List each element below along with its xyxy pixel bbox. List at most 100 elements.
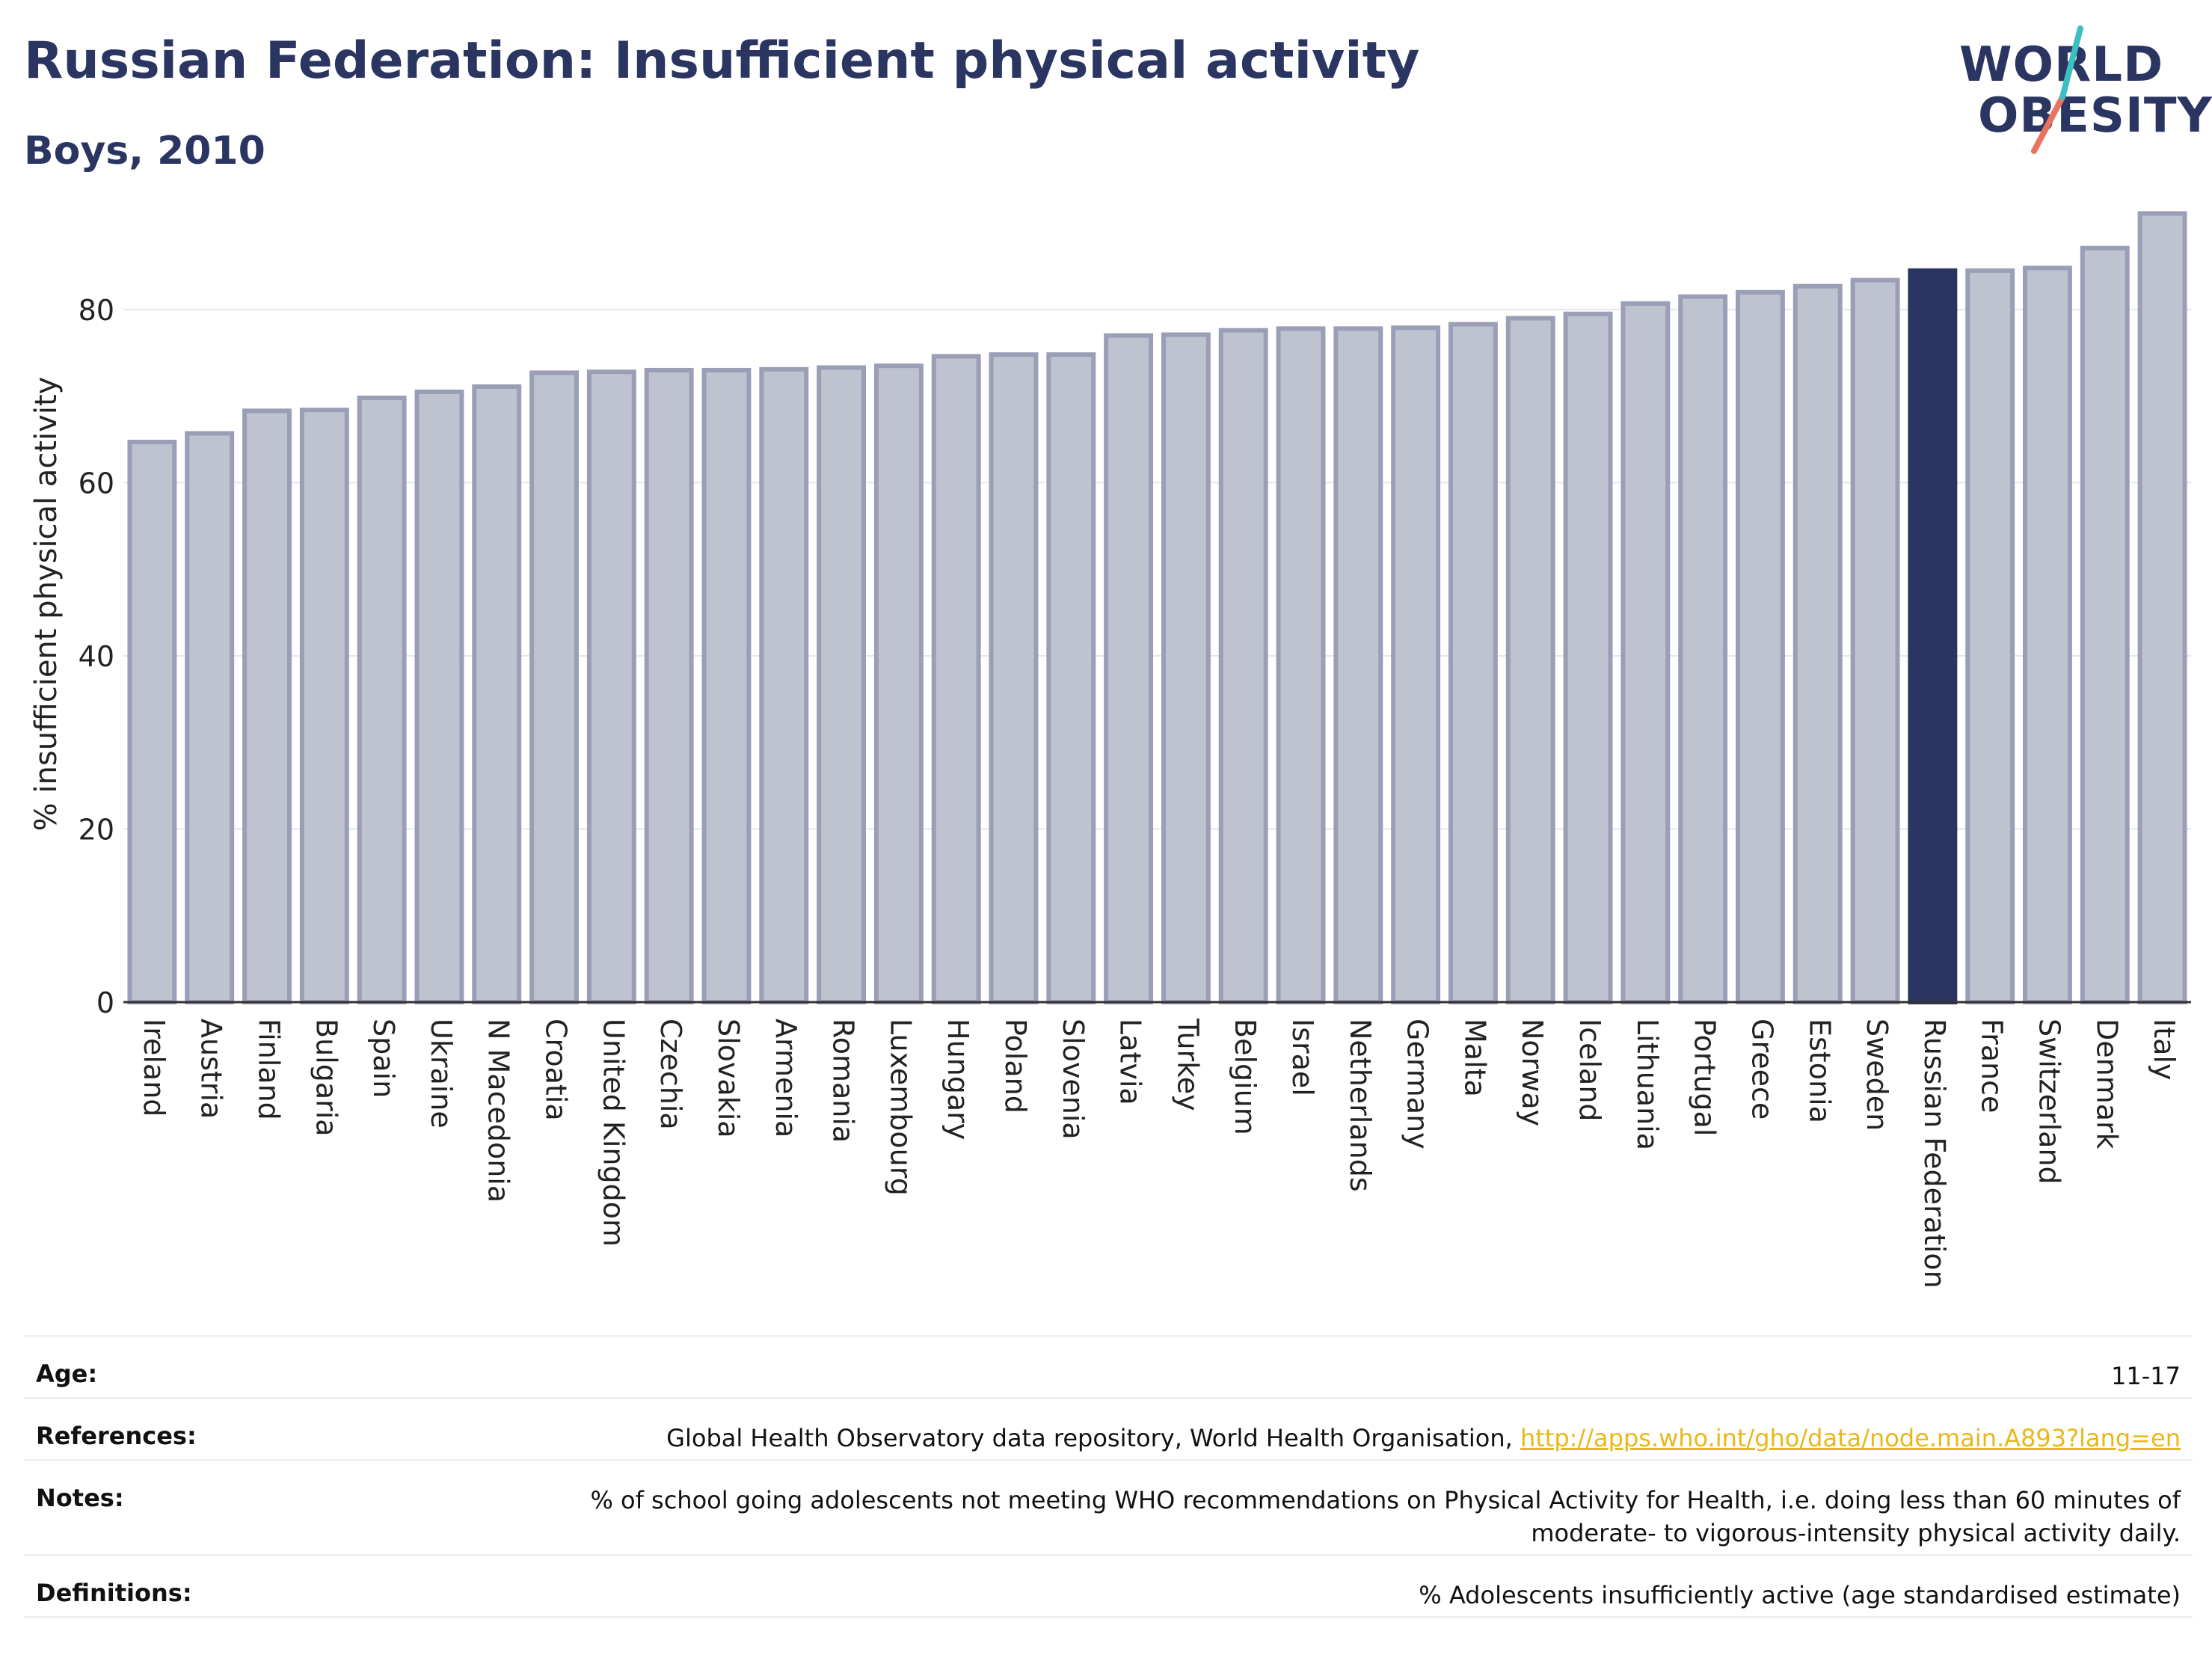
x-tick-label: Latvia (1114, 1019, 1147, 1105)
bar (1161, 332, 1211, 1004)
bar (1965, 268, 2015, 1004)
x-tick-label: Switzerland (2033, 1019, 2065, 1185)
bar (759, 366, 809, 1005)
bar-chart: 0 20 40 60 80 % insufficient physical activit… (29, 211, 2191, 1289)
bar (2080, 245, 2130, 1004)
x-tick-label: Germany (1401, 1019, 1434, 1149)
bar (2023, 265, 2072, 1004)
bar (1850, 277, 1900, 1005)
bar (1736, 289, 1785, 1004)
x-tick-label: Armenia (769, 1019, 802, 1137)
x-tick-label: Norway (1516, 1019, 1549, 1126)
chart-subtitle: Boys, 2010 (24, 129, 265, 174)
x-tick-label: Spain (367, 1019, 400, 1098)
bar (586, 369, 636, 1004)
references-value: Global Health Observatory data repositor… (666, 1422, 2181, 1455)
x-tick-label: Israel (1286, 1019, 1319, 1096)
chart-title: Russian Federation: Insufficient physica… (24, 31, 1420, 90)
x-tick-label: Sweden (1861, 1019, 1893, 1131)
y-tick-label: 20 (79, 813, 114, 846)
bar (185, 431, 235, 1004)
bar (1620, 301, 1671, 1005)
notes-value: % of school going adolescents not meetin… (590, 1484, 2181, 1550)
bar (1104, 333, 1154, 1005)
x-tick-label: Belgium (1229, 1019, 1262, 1135)
x-tick-label: N Macedonia (482, 1019, 515, 1203)
bar (2137, 211, 2187, 1005)
x-tick-label: Russian Federation (1918, 1019, 1951, 1289)
x-tick-label: Slovakia (712, 1019, 745, 1138)
notes-line-1: % of school going adolescents not meetin… (590, 1486, 2181, 1514)
bar (127, 440, 177, 1004)
bar (357, 395, 407, 1004)
y-tick-label: 40 (79, 640, 114, 673)
references-label: References: (36, 1422, 197, 1450)
x-tick-label: Poland (999, 1019, 1032, 1114)
x-tick-label: Turkey (1171, 1018, 1204, 1111)
bar (1276, 326, 1326, 1004)
bar (1563, 311, 1613, 1004)
x-tick-label: Denmark (2090, 1019, 2123, 1149)
world-obesity-logo: WORLD OBESITY (1959, 22, 2212, 157)
bar (989, 352, 1039, 1004)
x-tick-label: Austria (195, 1019, 228, 1119)
x-tick-label: Luxembourg (884, 1019, 917, 1196)
bar (817, 365, 867, 1004)
x-tick-label: Ukraine (425, 1019, 458, 1129)
x-tick-label: Slovenia (1057, 1019, 1090, 1140)
y-axis-label: % insufficient physical activity (29, 377, 64, 832)
bar (873, 363, 924, 1005)
x-tick-label: France (1976, 1019, 2009, 1113)
bar (299, 408, 349, 1004)
bar (644, 367, 694, 1004)
x-tick-label: Iceland (1573, 1019, 1606, 1122)
x-tick-label: Estonia (1803, 1019, 1836, 1123)
x-tick-label: Lithuania (1631, 1019, 1664, 1150)
bar (1046, 352, 1096, 1004)
bar (242, 408, 292, 1004)
x-tick-label: Portugal (1689, 1019, 1721, 1136)
x-tick-label: Finland (253, 1019, 286, 1120)
x-tick-label: United Kingdom (597, 1019, 630, 1247)
notes-label: Notes: (36, 1484, 124, 1512)
x-tick-label: Bulgaria (310, 1019, 342, 1137)
y-tick-label: 0 (96, 986, 114, 1019)
definitions-value: % Adolescents insufficiently active (age… (1419, 1581, 2181, 1609)
references-link[interactable]: http://apps.who.int/gho/data/node.main.A… (1520, 1424, 2181, 1452)
bar (1792, 283, 1843, 1005)
notes-line-2: moderate- to vigorous-intensity physical… (1531, 1519, 2181, 1547)
info-row-references: References: Global Health Observatory da… (24, 1397, 2193, 1459)
info-row-age: Age: 11-17 (24, 1335, 2193, 1397)
x-tick-label: Czechia (654, 1019, 687, 1130)
bar (1218, 328, 1268, 1004)
x-tick-label: Romania (827, 1019, 860, 1143)
bar (414, 389, 464, 1004)
bar (1505, 316, 1555, 1004)
age-label: Age: (36, 1360, 98, 1388)
info-row-notes: Notes: % of school going adolescents not… (24, 1459, 2193, 1554)
info-table: Age: 11-17 References: Global Health Obs… (24, 1335, 2193, 1618)
logo-slash-icon (2031, 25, 2083, 154)
y-tick-label: 60 (79, 467, 114, 500)
x-tick-label: Hungary (941, 1019, 974, 1140)
x-tick-label: Netherlands (1344, 1019, 1377, 1192)
age-value: 11-17 (2111, 1362, 2181, 1390)
bar (1908, 268, 1958, 1004)
bar (1333, 326, 1383, 1004)
info-row-definitions: Definitions: % Adolescents insufficientl… (24, 1554, 2193, 1618)
logo-line-1: WORLD (1959, 37, 2164, 93)
bar (1391, 325, 1441, 1004)
bar (701, 367, 752, 1004)
bar (472, 384, 522, 1004)
y-tick-label: 80 (79, 294, 114, 327)
x-tick-label: Italy (2148, 1019, 2181, 1080)
bar (1448, 322, 1498, 1004)
definitions-label: Definitions: (36, 1579, 192, 1607)
references-text: Global Health Observatory data repositor… (666, 1424, 1520, 1452)
bar (1678, 294, 1728, 1005)
logo-line-2: OBESITY (1978, 88, 2212, 144)
x-tick-label: Croatia (540, 1019, 573, 1121)
x-tick-label: Ireland (138, 1019, 170, 1117)
bar (529, 370, 579, 1005)
x-tick-label: Malta (1458, 1019, 1491, 1097)
